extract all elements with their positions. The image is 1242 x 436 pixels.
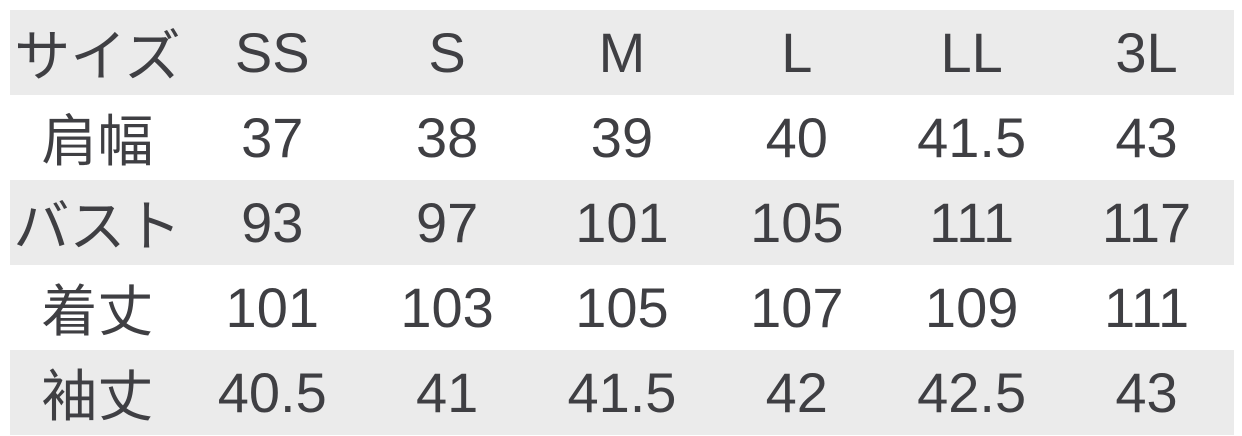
table-cell: 43 — [1115, 106, 1178, 169]
header-cell-s: S — [428, 21, 466, 84]
table-cell: 43 — [1115, 361, 1178, 424]
header-cell-l: L — [781, 21, 813, 84]
size-chart-table: サイズ SS S M L LL 3L 肩幅 37 38 39 40 41.5 4… — [10, 10, 1234, 435]
table-cell: 38 — [415, 106, 479, 169]
header-cell-ll: LL — [940, 21, 1003, 84]
table-cell: 41 — [415, 361, 479, 424]
row-label: 袖丈 — [41, 365, 154, 428]
table-cell: 103 — [400, 276, 494, 339]
table-cell: 37 — [241, 106, 304, 169]
table-cell: 42.5 — [917, 361, 1027, 424]
table-cell: 93 — [241, 191, 304, 254]
table-cell: 111 — [929, 191, 1015, 254]
table-cell: 111 — [1103, 276, 1190, 339]
header-cell-m: M — [598, 21, 646, 84]
table-cell: 40 — [765, 106, 828, 169]
table-cell: 109 — [924, 276, 1019, 339]
table-cell: 107 — [750, 276, 844, 339]
table-cell: 41.5 — [567, 361, 677, 424]
row-label: 着丈 — [41, 280, 154, 343]
table-cell: 101 — [575, 191, 669, 254]
table-cell: 105 — [575, 276, 669, 339]
table-cell: 97 — [415, 191, 479, 254]
table-cell: 41.5 — [917, 106, 1027, 169]
table-cell: 40.5 — [217, 361, 327, 424]
table-cell: 101 — [225, 276, 319, 339]
header-cell-3l: 3L — [1115, 21, 1178, 84]
table-row-bust: バスト 93 97 101 105 111 117 — [10, 180, 1234, 265]
table-row-sleeve-length: 袖丈 40.5 41 41.5 42 42.5 43 — [10, 350, 1234, 435]
table-row-body-length: 着丈 101 103 105 107 109 111 — [10, 265, 1234, 350]
table-cell: 105 — [750, 191, 844, 254]
header-cell-ss: SS — [234, 21, 310, 84]
header-cell-size-label: サイズ — [14, 25, 181, 88]
row-label: 肩幅 — [41, 110, 154, 173]
table-cell: 42 — [765, 361, 828, 424]
table-cell: 39 — [590, 106, 654, 169]
table-header-row: サイズ SS S M L LL 3L — [10, 10, 1234, 95]
table-row-shoulder-width: 肩幅 37 38 39 40 41.5 43 — [10, 95, 1234, 180]
row-label: バスト — [13, 195, 182, 258]
size-chart: サイズ SS S M L LL 3L 肩幅 37 38 39 40 41.5 4… — [10, 10, 1234, 435]
table-cell: 117 — [1101, 191, 1192, 254]
